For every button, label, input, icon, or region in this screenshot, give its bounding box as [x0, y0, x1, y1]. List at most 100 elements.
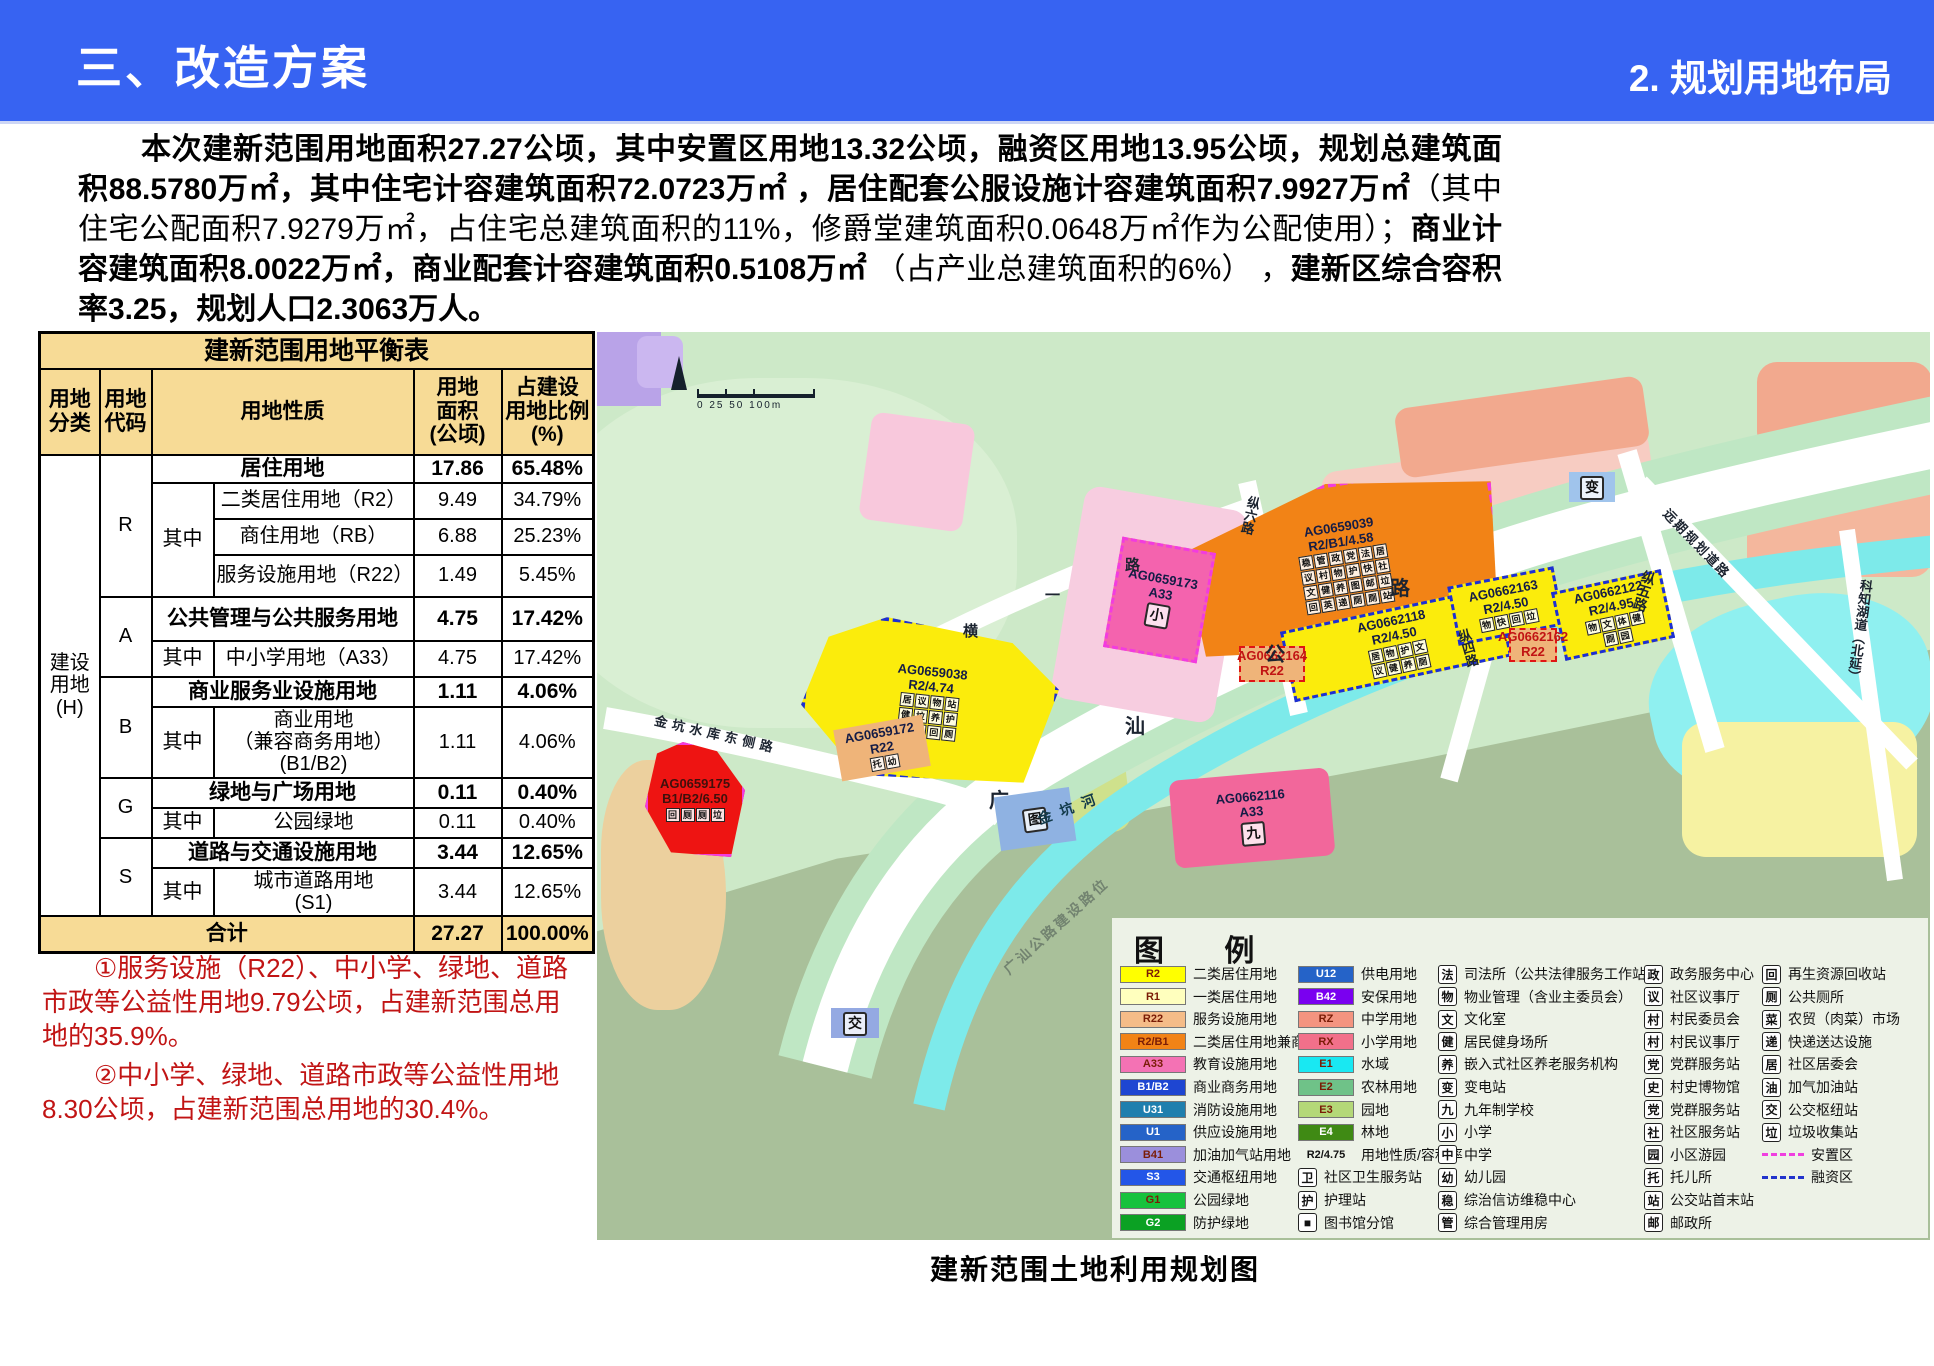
parcel-chips: 回厕厕垃 — [665, 807, 725, 822]
cell-zhong: 其中 — [150, 806, 215, 839]
legend-glyph-icon: 油 — [1762, 1077, 1781, 1097]
legend-glyph-icon: 政 — [1644, 964, 1663, 984]
legend-item: 中中学 — [1438, 1145, 1492, 1165]
legend-label: 垃圾收集站 — [1788, 1124, 1858, 1141]
facility-chip-icon: 法 — [1358, 546, 1374, 562]
facility-chip-icon: 议 — [914, 694, 929, 709]
legend-label: 农林用地 — [1361, 1079, 1417, 1095]
legend-color-chip: E1 — [1298, 1055, 1354, 1073]
parcel-label: B1/B2/6.50 — [662, 791, 728, 806]
intro-segment: （占产业总建筑面积的6%） ， — [866, 253, 1291, 286]
legend-item: R1 一类居住用地 — [1120, 987, 1277, 1007]
cell-area: 1.11 — [412, 675, 503, 708]
cell-ratio: 17.42% — [500, 595, 595, 642]
facility-chip-icon: 党 — [1343, 548, 1359, 564]
parcel-label: A33 — [1238, 803, 1264, 821]
header-class: 用地 分类 — [38, 367, 101, 456]
cell-ratio: 12.65% — [500, 836, 595, 869]
legend-glyph-icon: 邮 — [1644, 1213, 1663, 1233]
legend-label: 二类居住用地 — [1193, 966, 1277, 982]
cell-name: 居住用地 — [150, 453, 415, 484]
legend-color-chip: B42 — [1298, 988, 1354, 1006]
legend-item: 居社区居委会 — [1762, 1054, 1858, 1074]
facility-chip-icon: 议 — [1301, 570, 1317, 586]
cell-area: 0.11 — [412, 806, 503, 839]
legend-label: 幼儿园 — [1464, 1169, 1506, 1186]
cell-name: 中小学用地（A33） — [212, 639, 415, 678]
cell-zhong: 其中 — [150, 639, 215, 678]
land-use-map: 0 25 50 100m 图 例 R2 二类居住用地 R1 一类居住用地 R22 服务设施… — [597, 332, 1930, 1240]
legend-label: 快递送达设施 — [1788, 1033, 1872, 1050]
facility-chip-icon: 厕 — [1365, 590, 1381, 606]
header-code: 用地 代码 — [98, 367, 153, 456]
facility-chip-icon: 村 — [1315, 567, 1331, 583]
legend-glyph-icon: 养 — [1438, 1054, 1457, 1074]
legend-item: 九九年制学校 — [1438, 1100, 1534, 1120]
legend-label: 政务服务中心 — [1670, 966, 1754, 982]
legend-label: 公园绿地 — [1193, 1192, 1249, 1208]
parcel: AG0662164 R22 — [1237, 646, 1307, 682]
legend-item: 护护理站 — [1298, 1190, 1366, 1210]
intro-segment: 本次建新范围用地面积27.27公顷，其中安置区用地13.32公顷，融资区用地13… — [78, 133, 1502, 206]
legend-item: E3 园地 — [1298, 1100, 1389, 1120]
legend-item: 菜农贸（肉菜）市场 — [1762, 1009, 1900, 1029]
legend-label: 一类居住用地 — [1193, 988, 1277, 1005]
cell-code-R: R — [98, 453, 153, 598]
intro-segment: 建新区综合容积率3.25，规划人口2.3063万人。 — [78, 253, 1503, 326]
subsection-title: 2. 规划用地布局 — [1628, 58, 1892, 99]
facility-chip-icon: 居 — [899, 692, 914, 707]
legend-color-chip: E4 — [1298, 1123, 1354, 1141]
legend-glyph-icon: 护 — [1298, 1190, 1317, 1210]
cell-area: 1.11 — [412, 705, 503, 779]
legend-label: 公共厕所 — [1788, 988, 1844, 1005]
legend-glyph-icon: 递 — [1762, 1032, 1781, 1052]
facility-chip-icon: 园 — [1616, 627, 1634, 644]
parcel: AG0662116 A33 九 — [1168, 767, 1336, 869]
legend-label: 社区居委会 — [1788, 1056, 1858, 1073]
legend-color-chip: R1 — [1120, 988, 1186, 1006]
legend-label: 中学用地 — [1361, 1011, 1417, 1028]
legend-item: 回再生资源回收站 — [1762, 964, 1886, 984]
cell-name: 商住用地（RB） — [212, 517, 415, 556]
legend-color-chip: U1 — [1120, 1123, 1186, 1141]
legend-item: 养嵌入式社区养老服务机构 — [1438, 1054, 1618, 1074]
road-label: 一 — [1045, 587, 1061, 604]
cell-area: 0.11 — [412, 776, 503, 809]
legend-color-chip: U31 — [1120, 1101, 1186, 1119]
legend-label: 教育设施用地 — [1193, 1056, 1277, 1073]
legend-color-chip: B1/B2 — [1120, 1078, 1186, 1096]
legend-glyph-icon: 党 — [1644, 1100, 1663, 1120]
facility-chip-icon: 文 — [1303, 585, 1319, 601]
parcel: AG0662162 R22 — [1498, 628, 1568, 662]
table-title: 建新范围用地平衡表 — [38, 331, 595, 370]
parcel: AG0659173 A33 小 — [1102, 536, 1217, 664]
legend-item: U31 消防设施用地 — [1120, 1100, 1277, 1120]
cell-total-ratio: 100.00% — [500, 915, 595, 954]
legend-item: R2 二类居住用地 — [1120, 964, 1277, 984]
legend-glyph-icon: 回 — [1762, 964, 1781, 984]
legend-glyph-icon: 幼 — [1438, 1167, 1457, 1187]
intro-paragraph: 本次建新范围用地面积27.27公顷，其中安置区用地13.32公顷，融资区用地13… — [78, 130, 1502, 330]
legend-label: 党群服务站 — [1670, 1056, 1740, 1073]
legend-label: 小区游园 — [1670, 1146, 1726, 1163]
legend-label: 加气加油站 — [1788, 1079, 1858, 1095]
legend-color-chip: R22 — [1120, 1010, 1186, 1028]
facility-chip-icon: 议 — [1370, 662, 1387, 680]
slide-banner: 三、改造方案 2. 规划用地布局 — [0, 0, 1934, 124]
legend-label: 文化室 — [1464, 1011, 1506, 1028]
legend-glyph-icon: 垃 — [1762, 1122, 1781, 1142]
legend-item: 议社区议事厅 — [1644, 987, 1740, 1007]
legend-label: 村民委员会 — [1670, 1011, 1740, 1028]
facility-chip-icon: 社 — [1375, 558, 1391, 574]
header-area: 用地 面积 (公顷) — [412, 367, 503, 456]
legend-glyph-icon: 站 — [1644, 1190, 1663, 1210]
legend-glyph-icon: 交 — [1762, 1100, 1781, 1120]
facility-chip-icon: 厕 — [1414, 653, 1431, 670]
legend-label: 村史博物馆 — [1670, 1079, 1740, 1095]
cell-name: 商业服务业设施用地 — [150, 675, 415, 708]
parcel-marker-icon: 九 — [1240, 820, 1267, 847]
legend-color-chip: G1 — [1120, 1191, 1186, 1209]
facility-chip-icon: 厕 — [695, 807, 710, 822]
legend-glyph-icon: 厕 — [1762, 987, 1781, 1007]
legend-item: U1 供应设施用地 — [1120, 1122, 1277, 1142]
